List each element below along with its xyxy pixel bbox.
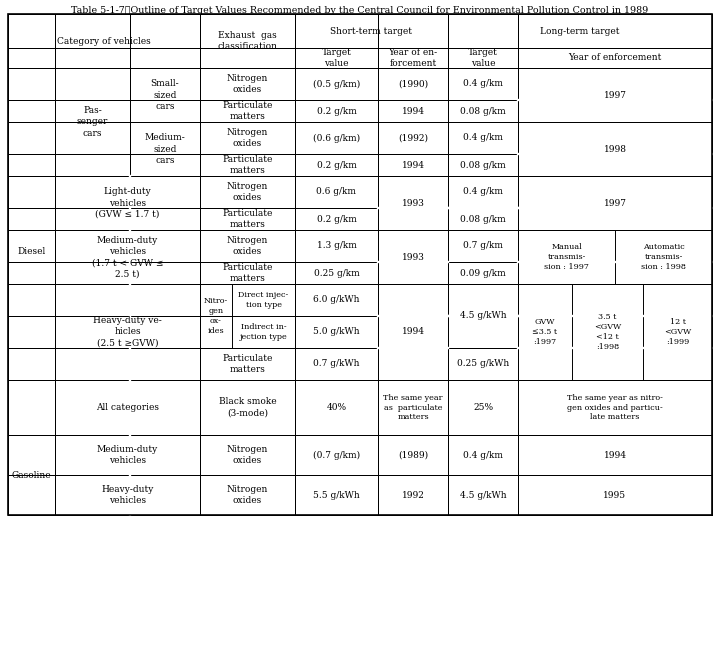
Text: (1992): (1992) (398, 133, 428, 143)
Text: GVW
≤3.5 t
:1997: GVW ≤3.5 t :1997 (532, 318, 557, 346)
Text: Medium-
sized
cars: Medium- sized cars (145, 133, 185, 165)
Text: 1997: 1997 (603, 199, 626, 207)
Text: Nitrogen
oxides: Nitrogen oxides (227, 182, 268, 202)
Text: Particulate
matters: Particulate matters (222, 101, 273, 121)
Text: Particulate
matters: Particulate matters (222, 354, 273, 374)
Text: 0.2 g/km: 0.2 g/km (317, 107, 356, 115)
Text: Year of enforcement: Year of enforcement (568, 53, 662, 63)
Text: Category of vehicles: Category of vehicles (57, 37, 151, 45)
Text: 4.5 g/kWh: 4.5 g/kWh (459, 311, 506, 321)
Text: 5.5 g/kWh: 5.5 g/kWh (313, 490, 360, 500)
Text: Nitrogen
oxides: Nitrogen oxides (227, 485, 268, 505)
Text: 0.09 g/km: 0.09 g/km (460, 269, 506, 277)
Text: 1994: 1994 (402, 161, 425, 169)
Text: 1993: 1993 (402, 199, 424, 207)
Text: Diesel: Diesel (17, 247, 45, 256)
Text: 0.4 g/km: 0.4 g/km (463, 450, 503, 460)
Text: (0.6 g/km): (0.6 g/km) (313, 133, 360, 143)
Text: 0.4 g/km: 0.4 g/km (463, 79, 503, 89)
Text: 1993: 1993 (402, 253, 424, 261)
Text: 6.0 g/kWh: 6.0 g/kWh (313, 295, 360, 305)
Text: Nitrogen
oxides: Nitrogen oxides (227, 236, 268, 256)
Text: Medium-duty
vehicles
(1.7 t < GVW ≤
2.5 t): Medium-duty vehicles (1.7 t < GVW ≤ 2.5 … (92, 236, 163, 278)
Text: 1992: 1992 (402, 490, 424, 500)
Text: Heavy-duty ve-
hicles
(2.5 t ≥GVW): Heavy-duty ve- hicles (2.5 t ≥GVW) (93, 316, 162, 348)
Text: 40%: 40% (326, 403, 346, 412)
Text: 0.4 g/km: 0.4 g/km (463, 133, 503, 143)
Text: Nitro-
gen
ox-
ides: Nitro- gen ox- ides (204, 297, 228, 335)
Text: 5.0 g/kWh: 5.0 g/kWh (313, 327, 360, 336)
Text: 0.08 g/km: 0.08 g/km (460, 215, 506, 223)
Text: 0.6 g/km: 0.6 g/km (317, 187, 356, 197)
Text: 1994: 1994 (402, 327, 425, 336)
Text: Heavy-duty
vehicles: Heavy-duty vehicles (102, 485, 153, 505)
Text: Nitrogen
oxides: Nitrogen oxides (227, 445, 268, 465)
Text: Particulate
matters: Particulate matters (222, 155, 273, 175)
Text: Year of en-
forcement: Year of en- forcement (388, 48, 438, 68)
Text: Medium-duty
vehicles: Medium-duty vehicles (97, 445, 158, 465)
Text: Short-term target: Short-term target (330, 27, 413, 35)
Text: 0.2 g/km: 0.2 g/km (317, 161, 356, 169)
Text: 0.7 g/km: 0.7 g/km (463, 241, 503, 251)
Text: (0.5 g/km): (0.5 g/km) (313, 79, 360, 89)
Text: 0.25 g/km: 0.25 g/km (314, 269, 359, 277)
Text: 1.3 g/km: 1.3 g/km (317, 241, 356, 251)
Text: 0.7 g/kWh: 0.7 g/kWh (313, 360, 360, 368)
Text: Particulate
matters: Particulate matters (222, 263, 273, 283)
Text: 12 t
<GVW
:1999: 12 t <GVW :1999 (664, 318, 691, 346)
Text: 1998: 1998 (603, 145, 626, 153)
Text: 1994: 1994 (402, 107, 425, 115)
Text: Black smoke
(3-mode): Black smoke (3-mode) (219, 398, 276, 418)
Text: 0.2 g/km: 0.2 g/km (317, 215, 356, 223)
Text: 0.25 g/kWh: 0.25 g/kWh (457, 360, 509, 368)
Text: (1989): (1989) (398, 450, 428, 460)
Text: 1997: 1997 (603, 91, 626, 99)
Text: 1994: 1994 (603, 450, 626, 460)
Text: 1995: 1995 (603, 490, 626, 500)
Text: Pas-
senger
cars: Pas- senger cars (77, 107, 108, 137)
Text: Manual
transmis-
sion : 1997: Manual transmis- sion : 1997 (544, 243, 589, 271)
Text: 0.08 g/km: 0.08 g/km (460, 107, 506, 115)
Text: 0.08 g/km: 0.08 g/km (460, 161, 506, 169)
Text: 4.5 g/kWh: 4.5 g/kWh (459, 490, 506, 500)
Text: Table 5-1-7　Outline of Target Values Recommended by the Central Council for Envi: Table 5-1-7 Outline of Target Values Rec… (71, 6, 649, 15)
Text: Particulate
matters: Particulate matters (222, 209, 273, 229)
Text: Automatic
transmis-
sion : 1998: Automatic transmis- sion : 1998 (641, 243, 686, 271)
Text: Nitrogen
oxides: Nitrogen oxides (227, 74, 268, 94)
Text: Exhaust  gas
classification: Exhaust gas classification (217, 31, 277, 51)
Text: Indirect in-
jection type: Indirect in- jection type (240, 323, 287, 341)
Text: (0.7 g/km): (0.7 g/km) (313, 450, 360, 460)
Text: 0.4 g/km: 0.4 g/km (463, 187, 503, 197)
Bar (8, 14, 712, 515)
Text: 25%: 25% (473, 403, 493, 412)
Text: All categories: All categories (96, 403, 159, 412)
Text: 3.5 t
<GVW
<12 t
:1998: 3.5 t <GVW <12 t :1998 (594, 313, 621, 351)
Text: The same year as nitro-
gen oxides and particu-
late matters: The same year as nitro- gen oxides and p… (567, 394, 663, 422)
Text: Gasoline: Gasoline (12, 470, 51, 480)
Text: The same year
as  particulate
matters: The same year as particulate matters (383, 394, 443, 422)
Text: Target
value: Target value (322, 48, 351, 68)
Text: Light-duty
vehicles
(GVW ≤ 1.7 t): Light-duty vehicles (GVW ≤ 1.7 t) (95, 187, 160, 219)
Text: Direct injec-
tion type: Direct injec- tion type (238, 291, 289, 309)
Text: Nitrogen
oxides: Nitrogen oxides (227, 128, 268, 148)
Text: Small-
sized
cars: Small- sized cars (150, 79, 179, 111)
Text: (1990): (1990) (398, 79, 428, 89)
Text: Long-term target: Long-term target (540, 27, 620, 35)
Text: Target
value: Target value (468, 48, 498, 68)
